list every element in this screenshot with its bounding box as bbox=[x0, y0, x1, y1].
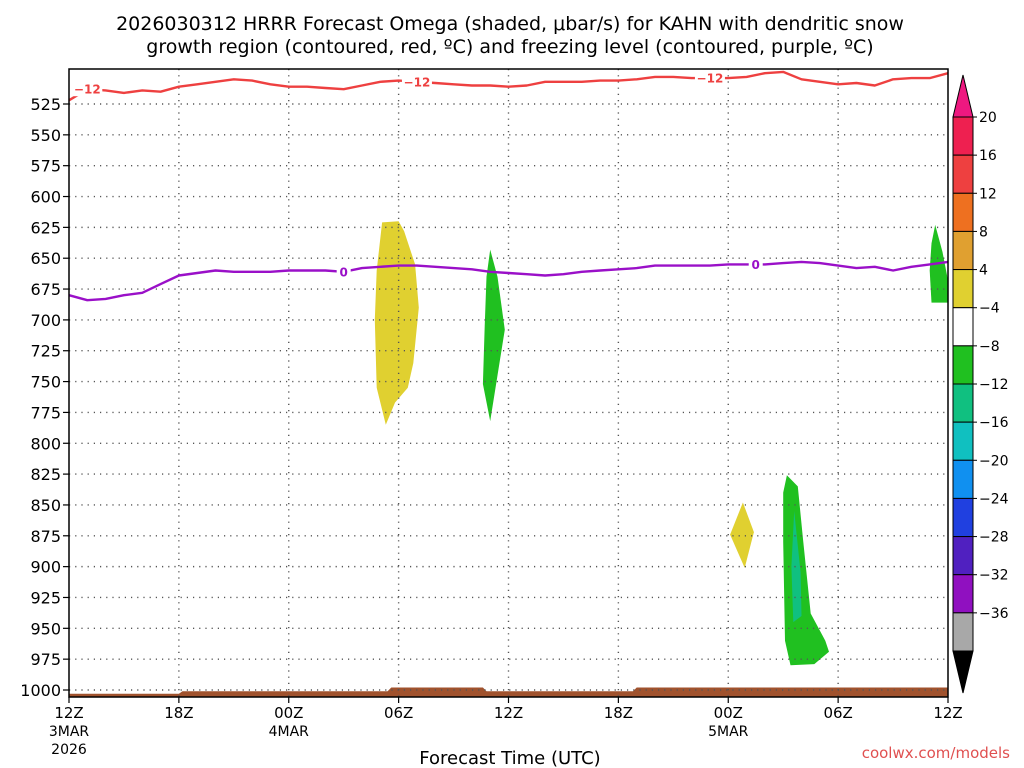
xtick-year-0: 2026 bbox=[51, 742, 87, 758]
contour-line-0 bbox=[68, 70, 949, 102]
colorbar-segment-4 bbox=[952, 269, 974, 309]
contour-label-0-2: −12 bbox=[697, 72, 724, 86]
xtick-label-1: 18Z bbox=[164, 704, 193, 722]
colorbar-segment-7 bbox=[952, 383, 974, 423]
colorbar-segment-5 bbox=[952, 307, 974, 347]
ytick-label-825: 825 bbox=[30, 465, 61, 484]
colorbar-segment-2 bbox=[952, 192, 974, 232]
ytick-label-875: 875 bbox=[30, 527, 61, 546]
x-axis-label: Forecast Time (UTC) bbox=[419, 748, 600, 768]
contour-label-1-0: 0 bbox=[340, 265, 348, 279]
contour-lines: −12 −12 −12 0 0 bbox=[68, 70, 949, 302]
xtick-label-3: 06Z bbox=[384, 704, 413, 722]
colorbar-segment-13 bbox=[952, 612, 974, 652]
colorbar-label-12: −32 bbox=[979, 568, 1009, 584]
omega-shading bbox=[374, 221, 948, 666]
omega-region-1 bbox=[482, 249, 505, 422]
xtick-date-2: 4MAR bbox=[269, 724, 310, 740]
colorbar-label-4: 4 bbox=[979, 263, 988, 279]
contour-label-bg-1-1 bbox=[748, 256, 763, 272]
colorbar-label-8: −16 bbox=[979, 415, 1009, 431]
ytick-label-550: 550 bbox=[30, 126, 61, 145]
credit-text: coolwx.com/models bbox=[862, 744, 1010, 762]
xtick-label-7: 06Z bbox=[823, 704, 852, 722]
ytick-label-775: 775 bbox=[30, 403, 61, 422]
colorbar-segment-10 bbox=[952, 497, 974, 538]
contour-label-bg-0-2 bbox=[694, 70, 725, 86]
ytick-label-650: 650 bbox=[30, 249, 61, 268]
colorbar-label-2: 12 bbox=[979, 186, 997, 202]
xtick-label-5: 18Z bbox=[604, 704, 633, 722]
contour-label-1-1: 0 bbox=[752, 258, 760, 272]
grid bbox=[69, 69, 948, 697]
ytick-label-850: 850 bbox=[30, 496, 61, 515]
colorbar-segment-6 bbox=[952, 345, 974, 385]
colorbar-segment-8 bbox=[952, 421, 974, 461]
omega-region-3 bbox=[783, 475, 829, 666]
x-axis-ticks: 12Z 3MAR 2026 18Z 00Z 4MAR 06Z 12Z 18Z 00Z 5MAR 06Z… bbox=[49, 697, 963, 758]
colorbar-label-5: −4 bbox=[979, 301, 1000, 317]
colorbar-segment-3 bbox=[952, 230, 974, 271]
omega-region-0 bbox=[374, 221, 419, 425]
xtick-label-6: 00Z bbox=[714, 704, 743, 722]
xtick-date-0: 3MAR bbox=[49, 724, 90, 740]
xtick-label-4: 12Z bbox=[494, 704, 523, 722]
contour-line-1 bbox=[68, 260, 949, 302]
contour-label-bg-0-0 bbox=[72, 81, 103, 97]
contour-label-0-1: −12 bbox=[404, 75, 431, 89]
colorbar-label-11: −28 bbox=[979, 530, 1009, 546]
ytick-label-1000: 1000 bbox=[20, 681, 61, 700]
colorbar-label-0: 20 bbox=[979, 110, 997, 126]
ytick-label-950: 950 bbox=[30, 619, 61, 638]
colorbar-label-1: 16 bbox=[979, 148, 997, 164]
ytick-label-750: 750 bbox=[30, 373, 61, 392]
omega-region-4 bbox=[791, 511, 802, 623]
colorbar-label-6: −8 bbox=[979, 339, 1000, 355]
colorbar-label-13: −36 bbox=[979, 606, 1009, 622]
contour-label-0-0: −12 bbox=[74, 83, 101, 97]
colorbar-segment-0 bbox=[952, 116, 974, 156]
ytick-label-675: 675 bbox=[30, 280, 61, 299]
colorbar-label-9: −20 bbox=[979, 453, 1009, 469]
ytick-label-800: 800 bbox=[30, 434, 61, 453]
omega-region-2 bbox=[730, 502, 754, 568]
xtick-label-8: 12Z bbox=[933, 704, 962, 722]
y-axis-ticks: 525 550 575 600 625 650 675 700 725 750 775 800 825 8… bbox=[20, 95, 69, 700]
xtick-date-6: 5MAR bbox=[708, 724, 749, 740]
ytick-label-900: 900 bbox=[30, 558, 61, 577]
contour-label-bg-0-1 bbox=[401, 73, 432, 89]
colorbar-segment-9 bbox=[952, 459, 974, 499]
ytick-label-925: 925 bbox=[30, 588, 61, 607]
ytick-label-625: 625 bbox=[30, 218, 61, 237]
colorbar-label-3: 8 bbox=[979, 224, 988, 240]
colorbar-bottom-arrow bbox=[952, 650, 974, 694]
chart-title-line2: growth region (contoured, red, ºC) and f… bbox=[146, 36, 873, 58]
colorbar-segment-12 bbox=[952, 574, 974, 614]
ytick-label-600: 600 bbox=[30, 188, 61, 207]
ytick-label-975: 975 bbox=[30, 650, 61, 669]
colorbar-label-7: −12 bbox=[979, 377, 1009, 393]
ytick-label-725: 725 bbox=[30, 342, 61, 361]
ytick-label-525: 525 bbox=[30, 95, 61, 114]
xtick-label-0: 12Z bbox=[54, 704, 83, 722]
ytick-label-700: 700 bbox=[30, 311, 61, 330]
ytick-label-575: 575 bbox=[30, 157, 61, 176]
contour-label-bg-1-0 bbox=[336, 263, 351, 279]
chart-title-line1: 2026030312 HRRR Forecast Omega (shaded, … bbox=[116, 13, 904, 35]
colorbar-segment-11 bbox=[952, 536, 974, 576]
colorbar-label-10: −24 bbox=[979, 491, 1009, 507]
xtick-label-2: 00Z bbox=[274, 704, 303, 722]
colorbar-segment-1 bbox=[952, 154, 974, 194]
colorbar: 20 16 12 8 4 −4 −8 −12 −16 −20 −24 −28 −32 −36 bbox=[952, 74, 1009, 694]
colorbar-top-arrow bbox=[952, 74, 974, 118]
